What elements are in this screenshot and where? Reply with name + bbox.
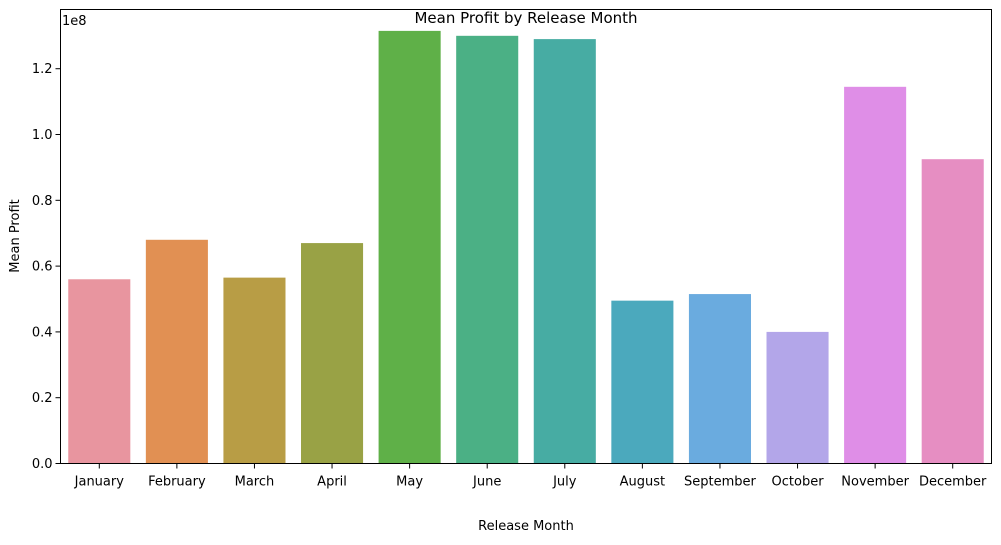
x-tick-label: May <box>396 475 423 490</box>
y-tick-label: 1.2 <box>32 62 53 77</box>
bar-september <box>688 294 751 464</box>
y-tick-label: 1.0 <box>32 128 53 143</box>
bar-january <box>68 279 131 464</box>
x-tick-label: November <box>841 475 909 490</box>
bar-june <box>456 35 519 464</box>
y-tick-label: 0.0 <box>32 457 53 472</box>
x-axis-label: Release Month <box>478 519 574 534</box>
x-tick-label: August <box>620 475 666 490</box>
bar-august <box>611 300 674 464</box>
x-tick-label: March <box>235 475 275 490</box>
bar-december <box>921 159 984 464</box>
x-tick-label: January <box>74 475 125 490</box>
bar-april <box>301 243 364 464</box>
y-axis-label: Mean Profit <box>8 199 23 272</box>
x-tick-label: June <box>472 475 501 490</box>
y-tick-label: 0.6 <box>32 260 53 275</box>
y-tick-label: 0.8 <box>32 194 53 209</box>
x-tick-label: October <box>772 475 825 490</box>
bar-october <box>766 331 829 464</box>
bar-february <box>145 239 208 464</box>
plot-frame <box>60 9 992 464</box>
bars-group <box>68 30 984 464</box>
bar-july <box>533 39 596 464</box>
x-tick-label: February <box>148 475 206 490</box>
y-tick-label: 0.4 <box>32 325 53 340</box>
x-tick-label: April <box>317 475 347 490</box>
x-tick-label: December <box>919 475 987 490</box>
y-axis-offset-label: 1e8 <box>62 14 87 29</box>
y-axis-ticks: 0.0 0.2 0.4 0.6 0.8 1.0 1.2 <box>32 62 61 472</box>
x-axis-ticks: January February March April May June July Augu… <box>74 463 987 490</box>
chart-title: Mean Profit by Release Month <box>414 9 637 27</box>
x-tick-label: September <box>684 475 757 490</box>
bar-march <box>223 277 286 464</box>
x-tick-label: July <box>552 475 577 490</box>
bar-november <box>844 86 907 464</box>
y-tick-label: 0.2 <box>32 391 53 406</box>
bar-may <box>378 30 441 464</box>
